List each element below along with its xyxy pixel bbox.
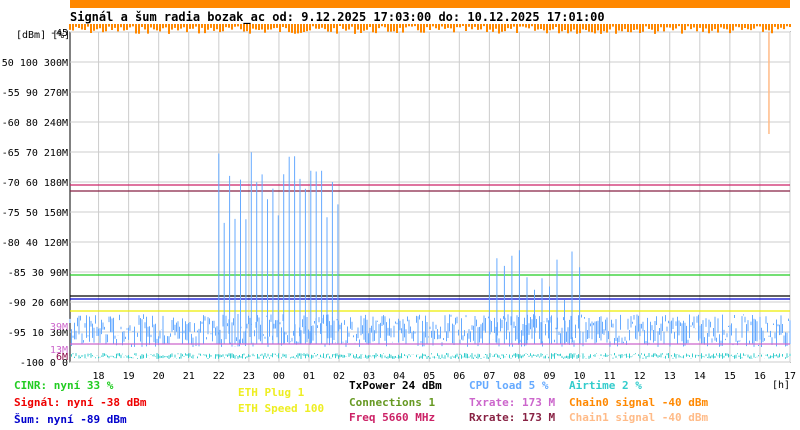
- legend-cpu: CPU load 5 %: [469, 379, 549, 392]
- inline-marker: 6M: [56, 352, 68, 363]
- x-unit-label: [h]: [772, 380, 791, 391]
- x-tick-label: 18: [93, 371, 105, 382]
- legend-chain0: Chain0 signal -40 dBm: [569, 396, 709, 409]
- x-tick-label: 05: [423, 371, 435, 382]
- inline-marker: 13M: [50, 345, 68, 356]
- x-tick-label: 07: [483, 371, 495, 382]
- legend-signal: Signál: nyní -38 dBm: [14, 396, 147, 409]
- y-tick-label: -95 10 30M: [8, 328, 68, 339]
- legend-txrate: Txrate: 173 M: [469, 396, 556, 409]
- x-tick-label: 01: [303, 371, 315, 382]
- legend-noise: Šum: nyní -89 dBm: [14, 413, 127, 426]
- y-tick-label: -100 0 0: [20, 358, 68, 369]
- y-tick-label: -50 100 300M: [0, 58, 68, 69]
- x-tick-label: 21: [183, 371, 195, 382]
- inline-marker: 39M: [50, 322, 68, 333]
- y-tick-label: -45: [50, 28, 68, 39]
- legend-airtime: Airtime 2 %: [569, 379, 642, 392]
- x-tick-label: 08: [513, 371, 525, 382]
- x-tick-label: 13: [664, 371, 676, 382]
- y-tick-label: -75 50 150M: [2, 208, 68, 219]
- x-tick-label: 17: [784, 371, 796, 382]
- x-tick-label: 10: [574, 371, 586, 382]
- legend-eth-speed: ETH Speed 100: [238, 402, 325, 415]
- legend-txpower: TxPower 24 dBm: [349, 379, 442, 392]
- y-tick-label: -90 20 60M: [8, 298, 68, 309]
- series-cpu-load-bursts: [218, 152, 581, 344]
- x-tick-label: 09: [543, 371, 555, 382]
- x-tick-label: 12: [634, 371, 646, 382]
- legend-rxrate: Rxrate: 173 M: [469, 411, 556, 424]
- x-tick-label: 04: [393, 371, 405, 382]
- y-tick-label: -65 70 210M: [2, 148, 68, 159]
- x-tick-label: 23: [243, 371, 255, 382]
- series-chain0-signal: [69, 24, 791, 34]
- x-tick-label: 06: [453, 371, 465, 382]
- x-tick-label: 20: [153, 371, 165, 382]
- x-tick-label: 03: [363, 371, 375, 382]
- x-tick-label: 14: [694, 371, 706, 382]
- legend-connections: Connections 1: [349, 396, 436, 409]
- x-tick-label: 02: [333, 371, 345, 382]
- y-tick-label: -70 60 180M: [2, 178, 68, 189]
- y-tick-label: -55 90 270M: [2, 88, 68, 99]
- x-tick-label: 11: [604, 371, 616, 382]
- plot-area: [69, 31, 791, 363]
- x-tick-label: 16: [754, 371, 766, 382]
- y-tick-label: -80 40 120M: [2, 238, 68, 249]
- legend-chain1: Chain1 signal -40 dBm: [569, 411, 709, 424]
- x-tick-label: 00: [273, 371, 285, 382]
- legend-eth-plug: ETH Plug 1: [238, 386, 305, 399]
- chart-title: Signál a šum radia bozak_ac od: 9.12.202…: [70, 10, 605, 24]
- legend-freq: Freq 5660 MHz: [349, 411, 436, 424]
- x-tick-label: 19: [123, 371, 135, 382]
- y-tick-label: -60 80 240M: [2, 118, 68, 129]
- series-chain0-signal-band: [70, 0, 790, 8]
- x-tick-label: 22: [213, 371, 225, 382]
- x-tick-label: 15: [724, 371, 736, 382]
- y-tick-label: -85 30 90M: [8, 268, 68, 279]
- legend-cinr: CINR: nyní 33 %: [14, 379, 114, 392]
- y-unit-label: [dBm] [%]: [16, 30, 71, 41]
